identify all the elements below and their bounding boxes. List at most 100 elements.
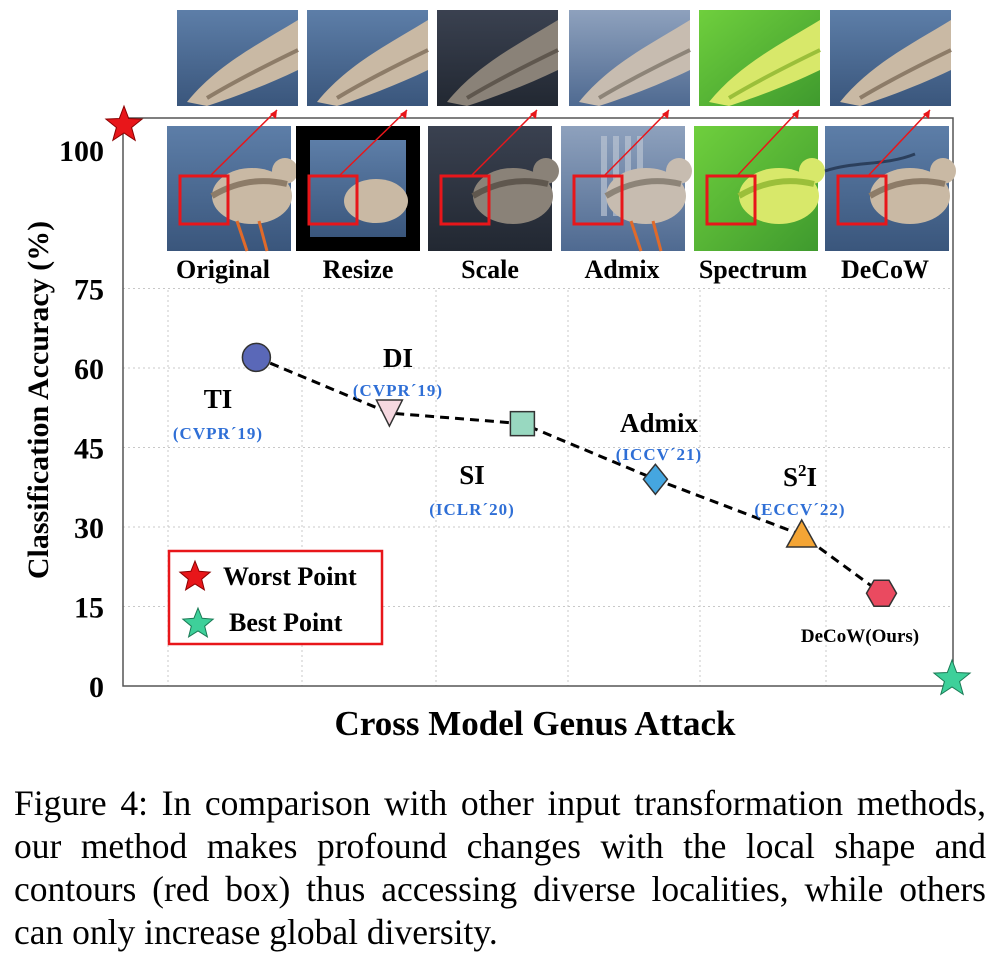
zoom-feather xyxy=(335,48,429,100)
zoom-bird-wing xyxy=(317,20,428,106)
zoom-feather xyxy=(205,48,299,100)
legend-best-star-icon xyxy=(181,606,215,638)
bird-head xyxy=(272,158,298,184)
red-box-icon xyxy=(572,174,624,226)
label-ti: TI xyxy=(204,384,233,414)
special-points xyxy=(104,104,972,696)
y-tick-45: 45 xyxy=(74,433,104,466)
label-s2i: S2I xyxy=(783,461,817,492)
zoom-bird-wing xyxy=(187,20,298,106)
thumb-label-spectrum: Spectrum xyxy=(699,255,808,284)
y-tick-15: 15 xyxy=(74,592,104,625)
zoom-feather xyxy=(465,48,559,100)
bird-wing xyxy=(737,178,815,199)
zoom-arrow xyxy=(209,109,278,177)
marker-ti xyxy=(241,342,272,373)
venue-di: (CVPR´19) xyxy=(353,381,443,400)
transformation-thumbnails xyxy=(167,10,956,252)
thumbnail-labels: Original Resize Scale Admix Spectrum DeC… xyxy=(176,255,929,284)
thumb-label-scale: Scale xyxy=(461,255,519,284)
zoom-feather xyxy=(597,48,691,100)
thumbnail-scale xyxy=(428,10,559,251)
venue-si: (ICLR´20) xyxy=(429,500,515,519)
legend-worst-star-icon xyxy=(178,559,212,591)
red-box-icon xyxy=(178,174,230,226)
legend: Worst Point Best Point xyxy=(167,549,384,646)
zoom-arrowhead-icon xyxy=(270,110,277,119)
y-axis-label: Classification Accuracy (%) xyxy=(22,221,55,579)
y-tick-30: 30 xyxy=(74,512,104,545)
plot-area xyxy=(122,117,954,687)
zoom-arrow xyxy=(736,109,800,177)
thumb-label-admix: Admix xyxy=(584,255,659,284)
y-tick-100: 100 xyxy=(59,135,104,168)
thumb-label-original: Original xyxy=(176,255,270,284)
label-si: SI xyxy=(459,460,485,490)
bird-head xyxy=(533,158,559,184)
figure-caption: Figure 4: In comparison with other input… xyxy=(14,783,986,952)
thumbnail-resize xyxy=(296,10,429,251)
venue-admix: (ICCV´21) xyxy=(616,445,702,464)
thumb-label-resize: Resize xyxy=(323,255,394,284)
red-box-icon xyxy=(836,174,888,226)
zoom-bird-wing xyxy=(709,20,820,106)
bird-body xyxy=(344,179,408,223)
label-di: DI xyxy=(383,343,413,373)
venue-s2i: (ECCV´22) xyxy=(754,500,845,519)
venue-ti: (CVPR´19) xyxy=(173,424,263,443)
y-tick-75: 75 xyxy=(74,274,104,307)
y-axis-ticks: 0 15 30 45 60 75 100 xyxy=(59,135,104,704)
marker-s2i xyxy=(785,518,818,548)
bird-wing xyxy=(868,178,946,199)
thumbnail-spectrum xyxy=(694,10,825,251)
thumbnail-admix xyxy=(561,10,692,252)
zoom-feather xyxy=(858,48,952,100)
thumbnail-decow xyxy=(824,10,956,251)
method-labels: TI (CVPR´19) DI (CVPR´19) SI (ICLR´20) A… xyxy=(173,343,919,647)
zoom-bird-wing xyxy=(840,20,951,106)
thumb-label-decow: DeCoW xyxy=(841,255,929,284)
marker-di xyxy=(375,399,404,428)
zoom-arrowhead-icon xyxy=(792,110,799,119)
zoom-arrow xyxy=(338,109,408,177)
label-decow: DeCoW(Ours) xyxy=(801,626,919,647)
x-axis-label: Cross Model Genus Attack xyxy=(335,704,736,743)
legend-best-label: Best Point xyxy=(229,608,343,637)
legend-worst-label: Worst Point xyxy=(223,562,357,591)
bird-leg xyxy=(235,220,249,252)
zoom-bird-wing xyxy=(447,20,558,106)
warp-contour xyxy=(824,152,916,173)
data-markers xyxy=(241,342,898,607)
red-box-icon xyxy=(307,174,359,226)
y-tick-0: 0 xyxy=(89,671,104,704)
zoom-arrowhead-icon xyxy=(923,110,930,119)
marker-decow xyxy=(865,579,898,607)
marker-admix xyxy=(642,463,669,496)
zoom-arrow xyxy=(470,109,538,177)
y-tick-60: 60 xyxy=(74,353,104,386)
bird-wing xyxy=(604,178,682,199)
zoom-feather xyxy=(727,48,821,100)
bird-leg xyxy=(257,220,269,252)
bird-head xyxy=(930,158,956,184)
red-box-icon xyxy=(439,174,491,226)
zoom-arrowhead-icon xyxy=(400,110,407,119)
bird-wing xyxy=(210,178,288,199)
series-line xyxy=(255,356,883,595)
worst-point-star-icon xyxy=(104,104,144,142)
zoom-bird-wing xyxy=(579,20,690,106)
zoom-arrowhead-icon xyxy=(530,110,537,119)
label-admix: Admix xyxy=(620,408,699,438)
marker-si xyxy=(509,410,536,437)
red-box-icon xyxy=(705,174,757,226)
best-point-star-icon xyxy=(932,658,972,696)
bird-leg xyxy=(651,220,663,252)
bird-leg xyxy=(629,220,643,252)
zoom-arrowhead-icon xyxy=(662,110,669,119)
bird-head xyxy=(799,158,825,184)
thumbnail-original xyxy=(167,10,299,252)
bird-head xyxy=(666,158,692,184)
bird-wing xyxy=(471,178,549,199)
zoom-arrow xyxy=(603,109,670,177)
